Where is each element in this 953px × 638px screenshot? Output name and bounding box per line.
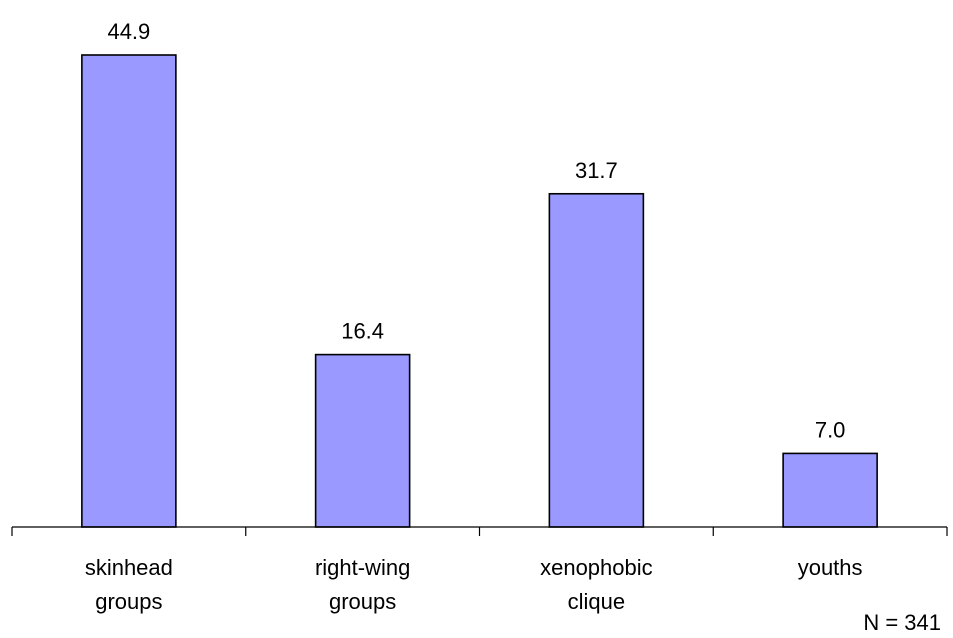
data-label: 16.4	[341, 319, 384, 344]
bar	[782, 452, 878, 528]
x-axis-ticks	[11, 527, 948, 536]
bar	[81, 54, 177, 528]
value-labels-group: 44.9 16.4 31.7 7.0	[107, 19, 845, 442]
bars-group	[81, 54, 878, 528]
category-labels-group: skinhead groups right-wing groups xenophobic…	[85, 555, 863, 614]
category-label: groups	[95, 589, 162, 614]
category-label: xenophobic	[540, 555, 653, 580]
category-label: right-wing	[315, 555, 410, 580]
bar	[548, 192, 645, 528]
category-label: youths	[798, 555, 863, 580]
sample-size-note: N = 341	[863, 610, 941, 635]
category-label: groups	[329, 589, 396, 614]
category-label: skinhead	[85, 555, 173, 580]
data-label: 44.9	[107, 19, 150, 44]
data-label: 31.7	[575, 158, 618, 183]
category-label: clique	[568, 589, 625, 614]
bar	[314, 353, 411, 528]
data-label: 7.0	[815, 417, 846, 442]
